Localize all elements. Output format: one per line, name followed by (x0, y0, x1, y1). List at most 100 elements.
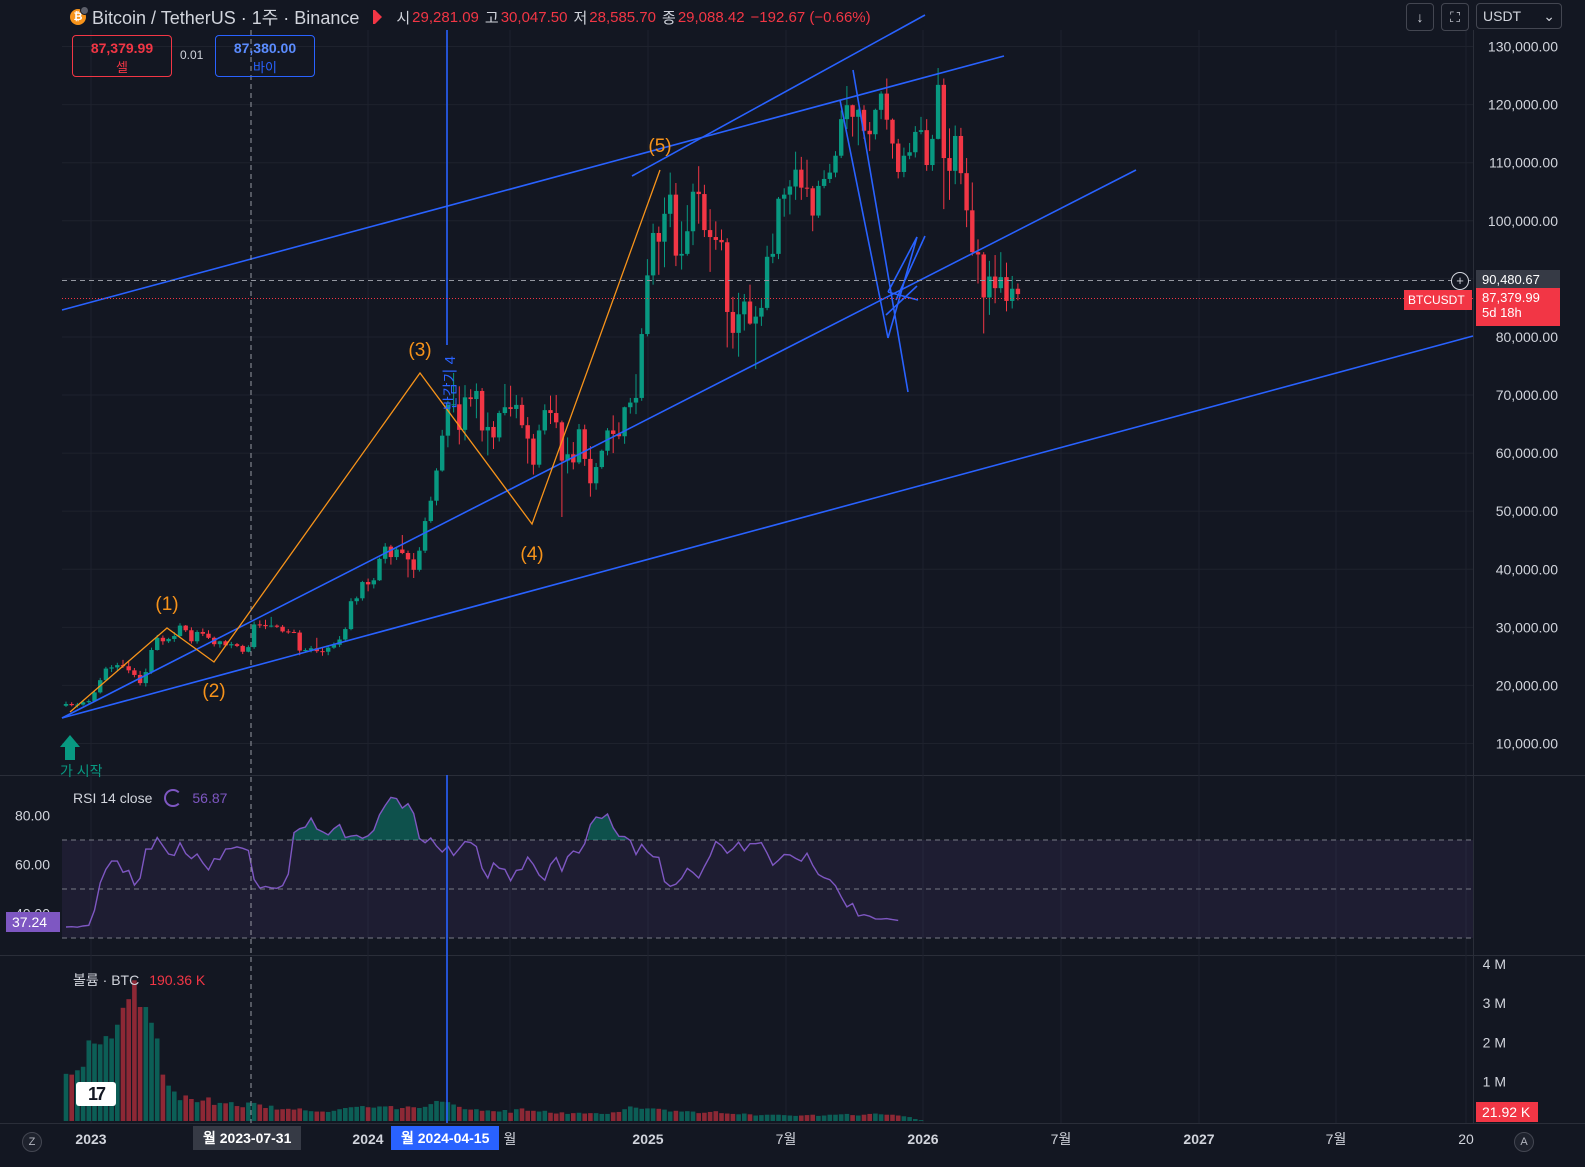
candle-body (223, 641, 228, 646)
candle-body (491, 426, 496, 438)
candle-body (850, 105, 855, 117)
volume-bar (303, 1110, 308, 1121)
candle-body (69, 704, 74, 706)
trendline (61, 169, 1137, 719)
buy-price: 87,380.00 (233, 40, 297, 56)
candle-body (303, 649, 308, 651)
zoom-button[interactable]: Z (22, 1132, 42, 1152)
candle-body (331, 644, 337, 648)
volume-bar (462, 1109, 468, 1121)
volume-bar (759, 1115, 764, 1121)
volume-bar (673, 1110, 679, 1121)
volume-bar (63, 1073, 69, 1121)
candle-body (987, 276, 992, 298)
volume-bar (360, 1106, 365, 1121)
refresh-icon[interactable] (164, 789, 183, 807)
volume-bar (491, 1111, 496, 1121)
candle-body (308, 648, 314, 650)
candle-body (365, 582, 371, 585)
volume-bar (821, 1115, 827, 1121)
candle-body (246, 647, 251, 652)
candle-body (992, 276, 998, 289)
halving-label: 반감기 4 (442, 356, 459, 410)
volume-legend[interactable]: 볼륨 · BTC 190.36 K (73, 970, 205, 990)
volume-bar (844, 1113, 850, 1121)
spread-value: 0.01 (180, 48, 204, 62)
volume-bar (154, 1038, 160, 1121)
last-price-tag: 87,379.99 5d 18h (1476, 288, 1560, 326)
candle-body (622, 407, 627, 437)
bitcoin-icon: ₿ (70, 6, 89, 25)
change-value: −192.67 (−0.66%) (750, 8, 871, 26)
candle-body (958, 135, 964, 174)
currency-select[interactable]: USDT ⌄ (1476, 3, 1562, 29)
price-tick-label: 130,000.00 (1488, 39, 1558, 55)
candle-body (1015, 288, 1021, 295)
volume-bar (274, 1109, 280, 1121)
rsi-legend[interactable]: RSI 14 close 56.87 (73, 789, 227, 807)
volume-bar (553, 1113, 559, 1121)
volume-bar (913, 1119, 918, 1121)
candle-body (890, 119, 895, 144)
volume-bar (856, 1115, 861, 1121)
candle-body (554, 413, 559, 423)
flag-icon[interactable] (373, 10, 383, 24)
candle-body (343, 629, 348, 640)
volume-bar (593, 1113, 599, 1121)
candle-body (536, 430, 542, 465)
candle-body (970, 210, 975, 253)
candle-body (679, 253, 684, 256)
candle-body (525, 425, 530, 439)
candle-body (856, 109, 861, 117)
sell-button[interactable]: 87,379.99 셀 (72, 35, 172, 77)
volume-bar (610, 1112, 616, 1121)
volume-bar (878, 1114, 884, 1121)
tradingview-logo[interactable]: 17 (76, 1082, 116, 1106)
candle-body (445, 404, 451, 436)
candle-body (605, 430, 610, 451)
candle-body (901, 155, 907, 172)
volume-bar (371, 1107, 377, 1121)
volume-bar (183, 1095, 188, 1121)
buy-button[interactable]: 87,380.00 바이 (215, 35, 315, 77)
volume-bar (685, 1111, 690, 1121)
candle-body (935, 84, 941, 139)
volume-bar (257, 1104, 263, 1121)
candle-body (143, 672, 148, 684)
candle-body (565, 454, 570, 461)
candle-body (86, 701, 91, 703)
volume-bar (662, 1109, 667, 1121)
auto-scale-button[interactable]: A (1514, 1132, 1534, 1152)
price-tick-label: 60,000.00 (1496, 445, 1558, 461)
download-button[interactable]: ↓ (1406, 3, 1434, 31)
volume-bar (189, 1098, 194, 1121)
volume-legend-value: 190.36 K (149, 972, 206, 988)
rsi-series (65, 796, 899, 928)
candle-body (833, 155, 838, 173)
symbol-title[interactable]: Bitcoin / TetherUS · 1주 · Binance (92, 8, 360, 28)
volume-bar (143, 1007, 149, 1121)
volume-bar (890, 1114, 895, 1121)
add-alert-icon[interactable]: + (1451, 272, 1469, 290)
time-tick-label: 2026 (907, 1131, 938, 1147)
volume-bar (576, 1112, 582, 1121)
time-tick-label: 2023 (75, 1131, 106, 1147)
candle-body (514, 404, 519, 409)
crosshair-overlay (62, 30, 1473, 1123)
volume-bar (633, 1107, 639, 1121)
volume-bar (650, 1108, 656, 1121)
volume-bar (918, 1120, 924, 1121)
candle-body (286, 631, 291, 633)
fullscreen-button[interactable]: ⛶ (1441, 3, 1469, 31)
price-tick-label: 10,000.00 (1496, 736, 1558, 752)
volume-bar (166, 1085, 171, 1121)
trendline-drawings[interactable]: (1) (2) (3) (4) (5) 반감기 4 가 시작 (60, 14, 1474, 779)
trendline (887, 236, 918, 293)
candle-body (320, 651, 325, 653)
trendline (61, 55, 1005, 311)
candle-body (924, 130, 929, 166)
rsi-overbought-fill (291, 797, 423, 840)
candle-body (571, 454, 576, 463)
volume-bar (223, 1103, 228, 1121)
